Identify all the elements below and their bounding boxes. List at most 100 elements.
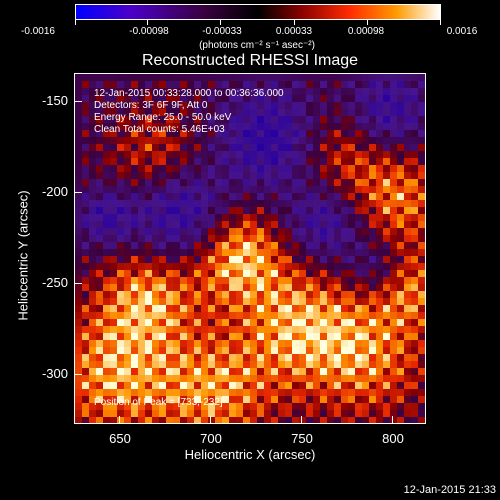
heatmap-cell — [334, 158, 342, 166]
heatmap-cell — [173, 249, 181, 257]
heatmap-cell — [201, 284, 209, 292]
heatmap-cell — [229, 403, 237, 411]
heatmap-cell — [418, 333, 425, 341]
heatmap-cell — [250, 277, 258, 285]
heatmap-cell — [278, 319, 286, 327]
heatmap-cell — [159, 186, 167, 194]
heatmap-cell — [341, 151, 349, 159]
heatmap-cell — [215, 375, 223, 383]
heatmap-cell — [208, 242, 216, 250]
heatmap-cell — [397, 123, 405, 131]
heatmap-cell — [96, 333, 104, 341]
image-plot-area[interactable] — [74, 73, 426, 424]
heatmap-cell — [166, 109, 174, 117]
heatmap-cell — [180, 137, 188, 145]
heatmap-cell — [285, 305, 293, 313]
heatmap-cell — [292, 102, 300, 110]
heatmap-cell — [292, 88, 300, 96]
heatmap-cell — [334, 249, 342, 257]
heatmap-cell — [271, 144, 279, 152]
heatmap-cell — [96, 109, 104, 117]
heatmap-cell — [201, 417, 209, 423]
heatmap-cell — [187, 284, 195, 292]
heatmap-cell — [411, 249, 419, 257]
heatmap-cell — [250, 137, 258, 145]
heatmap-cell — [236, 284, 244, 292]
heatmap-cell — [390, 172, 398, 180]
heatmap-cell — [117, 263, 125, 271]
heatmap-cell — [383, 193, 391, 201]
heatmap-cell — [362, 361, 370, 369]
heatmap-cell — [376, 298, 384, 306]
heatmap-cell — [138, 102, 146, 110]
heatmap-cell — [334, 270, 342, 278]
heatmap-cell — [292, 284, 300, 292]
heatmap-cell — [110, 305, 118, 313]
heatmap-cell — [278, 207, 286, 215]
heatmap-cell — [229, 368, 237, 376]
heatmap-cell — [362, 417, 370, 423]
heatmap-cell — [222, 158, 230, 166]
heatmap-cell — [390, 151, 398, 159]
heatmap-cell — [383, 347, 391, 355]
heatmap-cell — [376, 214, 384, 222]
heatmap-cell — [334, 137, 342, 145]
heatmap-cell — [194, 410, 202, 418]
heatmap-cell — [138, 200, 146, 208]
heatmap-cell — [180, 151, 188, 159]
heatmap-cell — [110, 88, 118, 96]
heatmap-cell — [369, 235, 377, 243]
heatmap-cell — [334, 228, 342, 236]
heatmap-cell — [285, 130, 293, 138]
heatmap-cell — [131, 109, 139, 117]
heatmap-cell — [250, 88, 258, 96]
heatmap-cell — [257, 347, 265, 355]
heatmap-cell — [278, 361, 286, 369]
heatmap-cell — [180, 165, 188, 173]
heatmap-cell — [250, 242, 258, 250]
heatmap-cell — [390, 200, 398, 208]
heatmap-cell — [348, 88, 356, 96]
heatmap-cell — [103, 389, 111, 397]
heatmap-cell — [271, 312, 279, 320]
heatmap-cell — [257, 102, 265, 110]
heatmap-cell — [320, 242, 328, 250]
heatmap-cell — [369, 228, 377, 236]
heatmap-cell — [82, 172, 90, 180]
heatmap-cell — [138, 242, 146, 250]
heatmap-cell — [117, 396, 125, 404]
heatmap-cell — [320, 144, 328, 152]
heatmap-cell — [166, 340, 174, 348]
heatmap-cell — [376, 319, 384, 327]
heatmap-cell — [215, 235, 223, 243]
heatmap-cell — [271, 305, 279, 313]
heatmap-cell — [285, 340, 293, 348]
heatmap-cell — [299, 151, 307, 159]
heatmap-cell — [222, 326, 230, 334]
heatmap-cell — [96, 242, 104, 250]
heatmap-cell — [341, 410, 349, 418]
heatmap-cell — [75, 354, 83, 362]
heatmap-cell — [390, 249, 398, 257]
heatmap-cell — [194, 242, 202, 250]
heatmap-cell — [383, 130, 391, 138]
heatmap-cell — [362, 221, 370, 229]
heatmap-cell — [173, 186, 181, 194]
heatmap-cell — [397, 179, 405, 187]
heatmap-cell — [411, 389, 419, 397]
heatmap-cell — [348, 417, 356, 423]
heatmap-cell — [383, 340, 391, 348]
heatmap-cell — [411, 193, 419, 201]
heatmap-cell — [341, 403, 349, 411]
heatmap-cell — [222, 256, 230, 264]
heatmap-cell — [411, 179, 419, 187]
heatmap-cell — [229, 333, 237, 341]
heatmap-cell — [159, 291, 167, 299]
heatmap-cell — [383, 361, 391, 369]
heatmap-cell — [341, 291, 349, 299]
heatmap-cell — [110, 298, 118, 306]
heatmap-cell — [194, 228, 202, 236]
heatmap-cell — [145, 123, 153, 131]
heatmap-cell — [194, 158, 202, 166]
heatmap-cell — [313, 340, 321, 348]
